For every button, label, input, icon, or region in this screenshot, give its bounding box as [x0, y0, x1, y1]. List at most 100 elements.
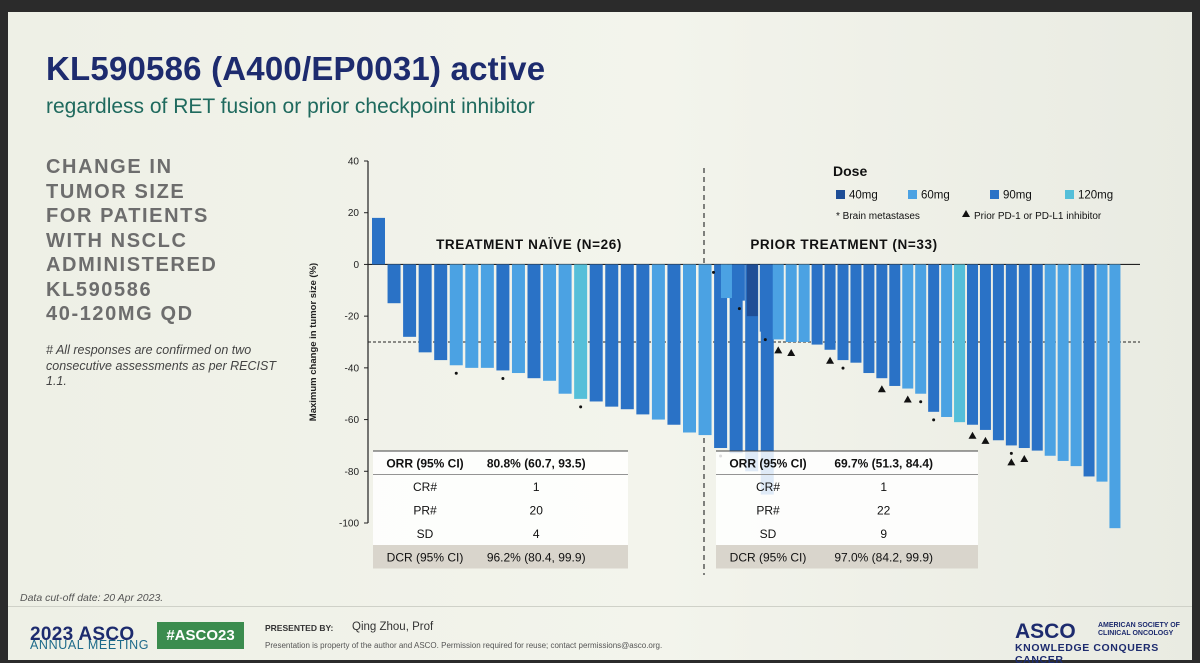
table-row-label: DCR (95% CI) [387, 551, 464, 565]
table-row-label: PR# [413, 504, 437, 518]
table-row-label: ORR (95% CI) [729, 457, 806, 471]
side-heading: CHANGE IN TUMOR SIZE FOR PATIENTS WITH N… [46, 155, 276, 327]
table-row-value: 69.7% (51.3, 84.4) [834, 457, 933, 471]
waterfall-bar [889, 264, 901, 386]
side-heading-line: KL590586 [46, 278, 153, 301]
table-row-value: 1 [880, 480, 887, 494]
legend-swatch [836, 190, 845, 199]
prior-pd1-marker [1020, 455, 1029, 463]
waterfall-bar [698, 264, 712, 436]
footer-divider [8, 606, 1192, 607]
table-row-bg [373, 521, 628, 545]
prior-pd1-marker [903, 395, 912, 403]
waterfall-bar [527, 264, 541, 379]
brain-metastases-marker [712, 270, 715, 274]
y-tick-label: 40 [348, 157, 360, 168]
waterfall-bar [954, 264, 966, 423]
table-row-shade [716, 545, 978, 569]
waterfall-bar [543, 264, 557, 381]
table-row-bg [716, 498, 978, 522]
waterfall-bar [1057, 264, 1069, 461]
y-tick-label: -80 [345, 467, 360, 478]
waterfall-bar [1044, 264, 1056, 456]
prior-pd1-marker [968, 431, 977, 439]
legend-label: 40mg [849, 190, 878, 202]
waterfall-bar [967, 264, 978, 425]
legend-triangle-icon [962, 210, 970, 217]
waterfall-bar [746, 264, 758, 317]
y-tick-label: -100 [339, 519, 359, 530]
waterfall-bar [511, 264, 525, 374]
y-tick-label: 20 [348, 208, 360, 219]
table-row-value: 1 [533, 480, 540, 494]
legend-title: Dose [833, 163, 867, 179]
waterfall-bar [729, 264, 743, 454]
prior-pd1-marker [981, 436, 990, 444]
waterfall-bar [387, 264, 401, 304]
waterfall-bar [902, 264, 914, 389]
table-row-bg [716, 474, 978, 498]
waterfall-bar [418, 264, 432, 353]
waterfall-bar [480, 264, 494, 368]
waterfall-bar [785, 264, 797, 342]
waterfall-bar [574, 264, 588, 399]
waterfall-bar [558, 264, 572, 394]
waterfall-bar [403, 264, 417, 337]
waterfall-bar [863, 264, 875, 374]
legend-label: 120mg [1078, 190, 1113, 202]
table-row-label: SD [417, 527, 434, 541]
brain-metastases-marker [579, 405, 583, 409]
waterfall-bar [992, 264, 1004, 441]
waterfall-bar [759, 264, 771, 332]
brain-metastases-marker [1009, 451, 1013, 455]
legend-label: 60mg [921, 190, 950, 202]
waterfall-bar [720, 264, 732, 299]
slide-subtitle: regardless of RET fusion or prior checkp… [46, 95, 535, 118]
waterfall-bar [667, 264, 681, 425]
prior-pd1-marker [877, 385, 886, 393]
table-row-label: CR# [756, 480, 780, 494]
waterfall-bar [636, 264, 650, 415]
table-row-value: 80.8% (60.7, 93.5) [487, 457, 586, 471]
legend-swatch [990, 190, 999, 199]
legend-swatch [908, 190, 917, 199]
waterfall-bar [850, 264, 862, 363]
brain-metastases-marker [841, 366, 845, 370]
copyright-notice: Presentation is property of the author a… [265, 641, 663, 650]
waterfall-bar [605, 264, 619, 407]
waterfall-bar [876, 264, 888, 379]
table-row-value: 20 [530, 504, 544, 518]
prior-pd1-marker [1007, 458, 1016, 466]
side-heading-line: TUMOR SIZE [46, 180, 186, 203]
waterfall-bar [915, 264, 927, 394]
table-row-shade [373, 545, 628, 569]
knowledge-conquers-cancer-tagline: KNOWLEDGE CONQUERS CANCER [1015, 642, 1159, 663]
waterfall-bar [434, 264, 448, 361]
brain-metastases-marker [501, 376, 505, 380]
waterfall-bar [979, 264, 991, 430]
table-row-value: 96.2% (80.4, 99.9) [487, 551, 586, 565]
table-row-value: 22 [877, 504, 891, 518]
waterfall-bar [496, 264, 510, 371]
waterfall-bar [772, 264, 784, 340]
waterfall-bar [465, 264, 479, 368]
table-row-value: 97.0% (84.2, 99.9) [834, 551, 933, 565]
brain-metastases-marker [919, 400, 923, 404]
side-heading-line: 40-120MG QD [46, 303, 194, 325]
table-row-value: 9 [880, 527, 887, 541]
waterfall-bar [1018, 264, 1030, 449]
asco-logo: ASCO [1015, 620, 1076, 643]
presenter-name: Qing Zhou, Prof [352, 621, 434, 633]
asco-society-name: AMERICAN SOCIETY OF CLINICAL ONCOLOGY [1098, 622, 1180, 637]
table-row-bg [716, 521, 978, 545]
waterfall-bar [1070, 264, 1082, 467]
waterfall-bar [928, 264, 940, 412]
asco-annual-meeting-logo: 2023 ASCO [30, 624, 135, 645]
waterfall-bar [372, 217, 385, 265]
table-row-bg [373, 498, 628, 522]
waterfall-bar [1005, 264, 1017, 446]
table-row-label: DCR (95% CI) [730, 551, 807, 565]
waterfall-bar [824, 264, 836, 350]
presented-by-label: PRESENTED BY: [265, 623, 334, 633]
